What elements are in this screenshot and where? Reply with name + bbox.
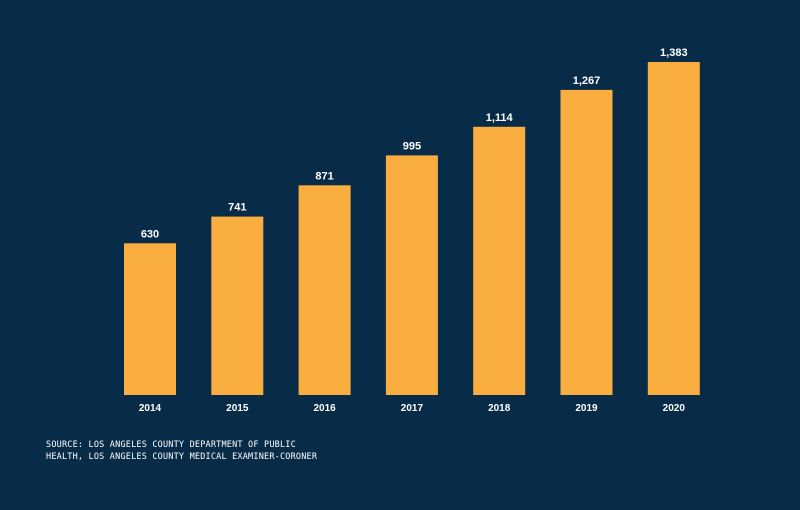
bar-2017 bbox=[385, 155, 438, 395]
x-tick-label-2018: 2018 bbox=[488, 403, 511, 414]
source-line-1: SOURCE: LOS ANGELES COUNTY DEPARTMENT OF… bbox=[46, 440, 296, 450]
bar-2015 bbox=[211, 216, 264, 395]
value-label-2015: 741 bbox=[228, 202, 246, 214]
source-note: SOURCE: LOS ANGELES COUNTY DEPARTMENT OF… bbox=[46, 439, 317, 463]
x-tick-label-2020: 2020 bbox=[663, 403, 686, 414]
bars bbox=[124, 62, 700, 396]
source-line-2: HEALTH, LOS ANGELES COUNTY MEDICAL EXAMI… bbox=[46, 452, 318, 462]
value-label-2016: 871 bbox=[315, 170, 333, 182]
value-label-2017: 995 bbox=[403, 140, 421, 152]
value-label-2020: 1,383 bbox=[660, 47, 688, 59]
bar-2016 bbox=[298, 185, 351, 395]
bar-2019 bbox=[560, 89, 613, 396]
value-label-2019: 1,267 bbox=[573, 75, 601, 87]
x-tick-label-2014: 2014 bbox=[139, 403, 162, 414]
value-label-2018: 1,114 bbox=[486, 112, 514, 124]
x-tick-label-2017: 2017 bbox=[401, 403, 424, 414]
x-tick-label-2019: 2019 bbox=[575, 403, 598, 414]
bar-2020 bbox=[647, 62, 700, 395]
value-label-2014: 630 bbox=[141, 228, 159, 240]
bar-2018 bbox=[473, 126, 526, 396]
x-tick-label-2015: 2015 bbox=[226, 403, 249, 414]
bar-2014 bbox=[124, 243, 176, 395]
x-tick-label-2016: 2016 bbox=[313, 403, 336, 414]
